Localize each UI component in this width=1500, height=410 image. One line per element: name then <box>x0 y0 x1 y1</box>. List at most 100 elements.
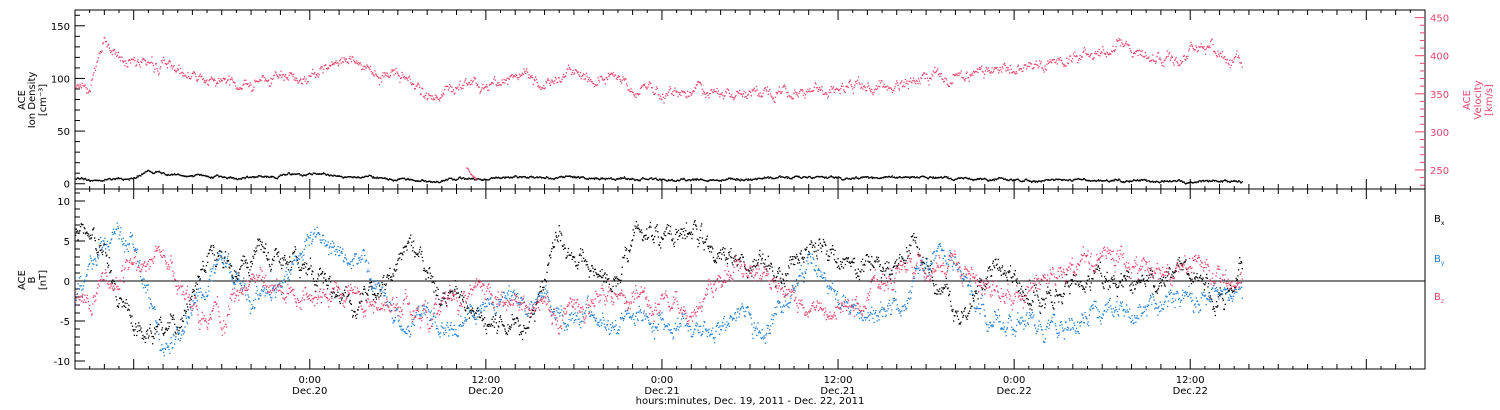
data-point <box>1011 277 1013 279</box>
data-point <box>474 179 477 181</box>
data-point <box>541 177 543 179</box>
data-point <box>166 174 168 176</box>
data-point <box>957 177 959 179</box>
data-point <box>271 263 273 265</box>
data-point <box>969 178 971 180</box>
data-point <box>540 177 543 179</box>
data-point <box>945 277 947 280</box>
data-point <box>89 238 91 240</box>
data-point <box>108 43 110 45</box>
data-point <box>400 77 403 79</box>
data-point <box>1033 284 1035 286</box>
data-point <box>357 309 359 311</box>
data-point <box>789 177 791 180</box>
data-point <box>761 259 763 261</box>
data-point <box>1147 57 1149 59</box>
data-point <box>1109 286 1111 289</box>
data-point <box>527 77 529 79</box>
data-point <box>988 179 990 181</box>
data-point <box>910 244 912 247</box>
data-point <box>291 261 293 263</box>
data-point <box>1072 53 1075 55</box>
data-point <box>871 256 873 258</box>
data-point <box>192 288 194 291</box>
data-point <box>1136 50 1138 52</box>
data-point <box>239 268 241 270</box>
data-point <box>847 258 849 260</box>
data-point <box>540 87 543 89</box>
data-point <box>1068 179 1070 181</box>
data-point <box>1000 71 1003 73</box>
data-point <box>588 276 590 278</box>
data-point <box>168 174 170 176</box>
data-point <box>219 175 221 177</box>
data-point <box>133 334 135 336</box>
data-point <box>126 302 128 305</box>
data-point <box>987 267 990 269</box>
data-point <box>1000 177 1003 179</box>
data-point <box>590 178 592 180</box>
data-point <box>930 78 932 80</box>
data-point <box>215 85 217 87</box>
data-point <box>496 82 499 84</box>
data-point <box>313 73 315 75</box>
data-point <box>1007 67 1009 69</box>
data-point <box>964 308 966 310</box>
data-point <box>877 256 880 259</box>
data-point <box>498 321 500 323</box>
data-point <box>1059 294 1061 296</box>
data-point <box>1233 58 1235 60</box>
data-point <box>255 80 257 82</box>
data-point <box>669 86 671 88</box>
data-point <box>924 176 926 178</box>
data-point <box>796 255 798 258</box>
data-point <box>350 176 353 178</box>
data-point <box>956 312 958 314</box>
data-point <box>654 177 656 179</box>
data-point <box>1037 67 1039 69</box>
data-point <box>873 266 875 269</box>
data-point <box>372 177 374 179</box>
data-point <box>795 93 797 96</box>
data-point <box>251 90 253 92</box>
data-point <box>822 238 825 241</box>
data-point <box>968 80 970 82</box>
data-point <box>909 176 912 178</box>
data-point <box>714 90 716 92</box>
data-point <box>603 281 605 283</box>
data-point <box>493 177 495 179</box>
data-point <box>676 91 678 93</box>
data-point <box>291 73 293 76</box>
data-point <box>216 81 218 83</box>
data-point <box>448 87 450 89</box>
data-point <box>821 175 824 178</box>
data-point <box>1064 179 1067 181</box>
data-point <box>193 71 195 73</box>
data-point <box>613 279 615 281</box>
data-point <box>540 88 542 91</box>
data-point <box>1089 180 1091 182</box>
data-point <box>569 175 571 177</box>
data-point <box>152 64 155 67</box>
data-point <box>1192 182 1194 184</box>
data-point <box>838 176 840 178</box>
data-point <box>265 176 268 178</box>
data-point <box>501 177 503 179</box>
data-point <box>494 318 496 320</box>
data-point <box>424 97 426 99</box>
data-point <box>1035 284 1037 286</box>
data-point <box>998 176 1000 179</box>
data-point <box>234 270 236 272</box>
data-point <box>86 179 88 181</box>
data-point <box>601 178 603 180</box>
data-point <box>666 226 668 229</box>
data-point <box>80 87 83 89</box>
data-point <box>876 258 878 260</box>
data-point <box>205 80 207 82</box>
data-point <box>141 331 143 333</box>
data-point <box>801 177 803 179</box>
data-point <box>564 176 566 178</box>
data-point <box>913 236 916 239</box>
data-point <box>1079 178 1081 181</box>
data-point <box>103 180 105 182</box>
